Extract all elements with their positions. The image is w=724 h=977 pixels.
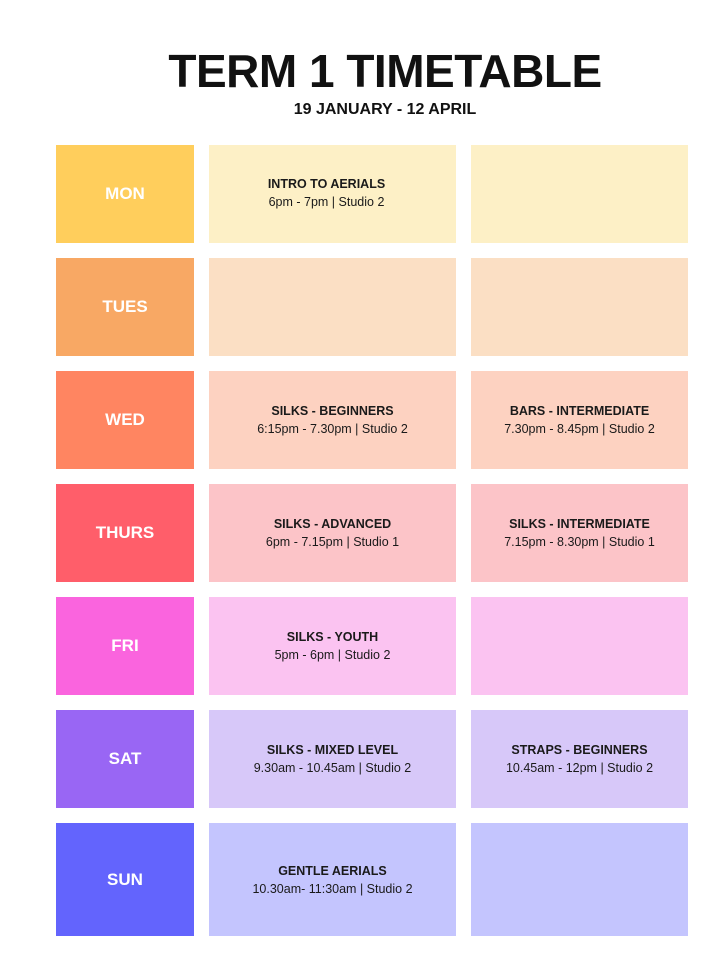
class-name: SILKS - INTERMEDIATE xyxy=(509,517,650,531)
class-slot-thurs-2: SILKS - INTERMEDIATE 7.15pm - 8.30pm | S… xyxy=(471,484,688,582)
class-name: STRAPS - BEGINNERS xyxy=(511,743,648,757)
class-time: 10.45am - 12pm | Studio 2 xyxy=(505,761,654,775)
class-slot-tues-2 xyxy=(471,258,688,356)
day-cell-fri: FRI xyxy=(56,597,194,695)
day-label: SAT xyxy=(108,749,142,768)
class-name: SILKS - YOUTH xyxy=(286,630,379,644)
day-cell-tues: TUES xyxy=(56,258,194,356)
day-label: WED xyxy=(105,410,145,429)
class-name: BARS - INTERMEDIATE xyxy=(509,404,650,418)
row-tues: TUES xyxy=(56,258,688,356)
class-name: SILKS - MIXED LEVEL xyxy=(266,743,399,757)
row-mon: MON INTRO TO AERIALS 6pm - 7pm | Studio … xyxy=(56,145,688,243)
class-time: 10.30am- 11:30am | Studio 2 xyxy=(252,881,413,896)
class-time: 6pm - 7pm | Studio 2 xyxy=(268,195,385,209)
class-time: 6pm - 7.15pm | Studio 1 xyxy=(265,535,400,549)
day-cell-sat: SAT xyxy=(56,710,194,808)
row-wed: WED SILKS - BEGINNERS 6:15pm - 7.30pm | … xyxy=(56,371,688,469)
class-time: 7.30pm - 8.45pm | Studio 2 xyxy=(504,422,655,436)
day-cell-thurs: THURS xyxy=(56,484,194,582)
class-slot-mon-1: INTRO TO AERIALS 6pm - 7pm | Studio 2 xyxy=(209,145,456,243)
row-sun: SUN GENTLE AERIALS 10.30am- 11:30am | St… xyxy=(56,823,688,936)
row-fri: FRI SILKS - YOUTH 5pm - 6pm | Studio 2 xyxy=(56,597,688,695)
class-slot-wed-1: SILKS - BEGINNERS 6:15pm - 7.30pm | Stud… xyxy=(209,371,456,469)
date-range: 19 JANUARY - 12 APRIL xyxy=(293,101,477,118)
class-slot-sat-1: SILKS - MIXED LEVEL 9.30am - 10.45am | S… xyxy=(209,710,456,808)
day-label: TUES xyxy=(102,297,148,316)
page-title: TERM 1 TIMETABLE xyxy=(168,45,602,97)
class-time: 6:15pm - 7.30pm | Studio 2 xyxy=(257,422,408,436)
class-slot-thurs-1: SILKS - ADVANCED 6pm - 7.15pm | Studio 1 xyxy=(209,484,456,582)
class-slot-wed-2: BARS - INTERMEDIATE 7.30pm - 8.45pm | St… xyxy=(471,371,688,469)
day-cell-wed: WED xyxy=(56,371,194,469)
class-slot-sun-1: GENTLE AERIALS 10.30am- 11:30am | Studio… xyxy=(209,823,456,936)
class-name: INTRO TO AERIALS xyxy=(267,177,386,191)
class-slot-sun-2 xyxy=(471,823,688,936)
class-time: 7.15pm - 8.30pm | Studio 1 xyxy=(504,535,655,549)
day-label: THURS xyxy=(95,523,155,542)
class-slot-tues-1 xyxy=(209,258,456,356)
class-name: SILKS - BEGINNERS xyxy=(271,404,394,418)
day-label: FRI xyxy=(111,636,139,655)
day-cell-sun: SUN xyxy=(56,823,194,936)
class-name: SILKS - ADVANCED xyxy=(273,517,392,531)
day-cell-mon: MON xyxy=(56,145,194,243)
class-time: 9.30am - 10.45am | Studio 2 xyxy=(253,761,412,775)
row-thurs: THURS SILKS - ADVANCED 6pm - 7.15pm | St… xyxy=(56,484,688,582)
class-slot-fri-1: SILKS - YOUTH 5pm - 6pm | Studio 2 xyxy=(209,597,456,695)
class-slot-fri-2 xyxy=(471,597,688,695)
row-sat: SAT SILKS - MIXED LEVEL 9.30am - 10.45am… xyxy=(56,710,688,808)
class-time: 5pm - 6pm | Studio 2 xyxy=(274,648,391,662)
class-slot-sat-2: STRAPS - BEGINNERS 10.45am - 12pm | Stud… xyxy=(471,710,688,808)
day-label: SUN xyxy=(107,869,143,889)
class-name: GENTLE AERIALS xyxy=(278,863,387,878)
day-label: MON xyxy=(105,184,145,203)
timetable-header: TERM 1 TIMETABLE 19 JANUARY - 12 APRIL xyxy=(0,44,724,120)
class-slot-mon-2 xyxy=(471,145,688,243)
